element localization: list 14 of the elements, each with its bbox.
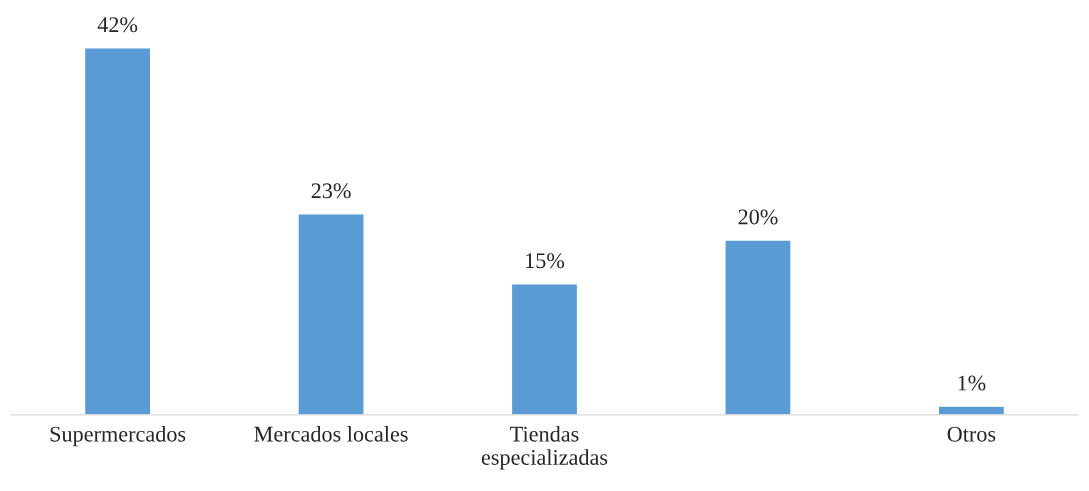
data-label: 23% [311, 183, 351, 199]
data-label: 15% [526, 253, 565, 269]
x-tick-label: Supermercados [50, 426, 186, 447]
x-tick-label: Mercados locales [254, 426, 408, 442]
data-label: 1% [958, 375, 986, 391]
x-tick-label: Otros [947, 426, 996, 442]
x-tick-label: Tiendas especializadas [481, 426, 608, 470]
data-label: 20% [738, 209, 778, 225]
bar [297, 213, 365, 415]
bar [724, 239, 792, 415]
data-label: 42% [97, 17, 138, 33]
bar [83, 47, 152, 415]
bar [510, 283, 579, 415]
bar [937, 405, 1006, 415]
